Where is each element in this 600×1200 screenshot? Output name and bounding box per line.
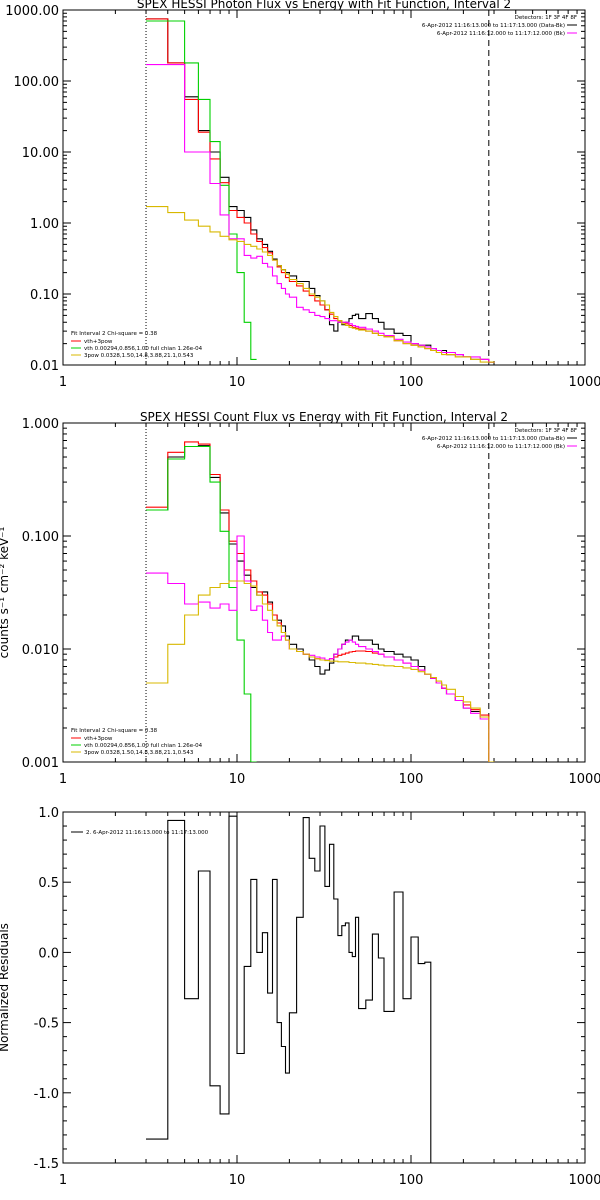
y-tick-label: 0.10: [30, 288, 59, 303]
residual-legend-text: 2. 6-Apr-2012 11:16:13.000 to 11:17:13.0…: [86, 830, 209, 836]
x-tick-label: 1000: [568, 1173, 600, 1188]
x-tick-label: 1: [59, 772, 67, 787]
x-tick-label: 1000: [568, 772, 600, 787]
plot-frame: [62, 9, 586, 366]
series-line-3: [146, 20, 257, 360]
fit-legend-header: Fit Interval 2 Chi-square = 0.38: [71, 728, 158, 734]
y-tick-label: 0.100: [22, 530, 59, 545]
x-tick-label: 100: [399, 1173, 424, 1188]
y-tick-label: 1.000: [22, 417, 59, 432]
x-tick-label: 1: [59, 1173, 67, 1188]
y-tick-label: 1.0: [38, 806, 59, 821]
chart-panel-3: 1 10 100 1000 -1.5 -1.0 -0.5 0.0 0.5 1.0 Normalize…: [0, 806, 600, 1188]
legend-entry-text: 6-Apr-2012 11:16:12.000 to 11:17:12.000 …: [437, 31, 565, 37]
x-tick-label: 10: [229, 375, 246, 390]
series-line-4: [146, 64, 495, 363]
legend-entry-text: 6-Apr-2012 11:16:12.000 to 11:17:12.000 …: [437, 444, 565, 450]
x-tick-label: 1: [59, 375, 67, 390]
series-line-1: [146, 815, 495, 1163]
series-line-4: [146, 535, 495, 762]
series-line-5: [146, 206, 495, 363]
plot-frame: [62, 422, 586, 763]
y-tick-label: 10.00: [22, 146, 59, 161]
legend-detectors: Detectors: 1F 3F 4F 8F: [515, 15, 577, 21]
y-tick-label: 0.010: [22, 643, 59, 658]
chart-panel-1: SPEX HESSI Photon Flux vs Energy with Fi…: [5, 0, 600, 390]
fit-legend-text: vth+3pow: [84, 339, 113, 345]
y-tick-label: 0.01: [30, 359, 59, 374]
fit-legend-text: vth+3pow: [84, 736, 113, 742]
y-tick-label: 0.0: [38, 946, 59, 961]
chart-title: SPEX HESSI Photon Flux vs Energy with Fi…: [137, 0, 511, 11]
series-line-5: [146, 580, 495, 762]
x-tick-label: 10: [229, 1173, 246, 1188]
fit-legend-text: 3pow 0.0328,1.50,14.8,3.88,21.1,0.543: [84, 750, 194, 756]
fit-legend-header: Fit Interval 2 Chi-square = 0.38: [71, 331, 158, 337]
y-tick-label: 1000.00: [5, 4, 59, 19]
legend-entry-text: 6-Apr-2012 11:16:13.000 to 11:17:13.000 …: [422, 436, 565, 442]
y-tick-label: -0.5: [34, 1017, 59, 1032]
y-tick-label: 0.001: [22, 756, 59, 771]
fit-legend-text: 3pow 0.0328,1.50,14.8,3.88,21.1,0.543: [84, 353, 194, 359]
series-line-3: [146, 445, 257, 762]
chart-title: SPEX HESSI Count Flux vs Energy with Fit…: [140, 410, 508, 424]
fit-legend-text: vth 0.00294,0.856,1.00 full chian 1.26e-…: [84, 346, 203, 352]
y-axis-label: Normalized Residuals: [0, 923, 11, 1052]
y-axis-label: counts s⁻¹ cm⁻² keV⁻¹: [0, 526, 11, 658]
legend-detectors: Detectors: 1F 3F 4F 8F: [515, 428, 577, 434]
y-tick-label: 100.00: [14, 75, 60, 90]
plot-frame: [62, 811, 586, 1164]
x-tick-label: 1000: [568, 375, 600, 390]
y-tick-label: -1.5: [34, 1157, 59, 1172]
y-tick-label: 0.5: [38, 876, 59, 891]
chart-panel-2: SPEX HESSI Count Flux vs Energy with Fit…: [0, 410, 600, 787]
x-tick-label: 10: [229, 772, 246, 787]
x-tick-label: 100: [399, 375, 424, 390]
y-tick-label: -1.0: [34, 1087, 59, 1102]
legend-entry-text: 6-Apr-2012 11:16:13.000 to 11:17:13.000 …: [422, 23, 565, 29]
x-tick-label: 100: [399, 772, 424, 787]
y-tick-label: 1.00: [30, 217, 59, 232]
fit-legend-text: vth 0.00294,0.856,1.00 full chian 1.26e-…: [84, 743, 203, 749]
